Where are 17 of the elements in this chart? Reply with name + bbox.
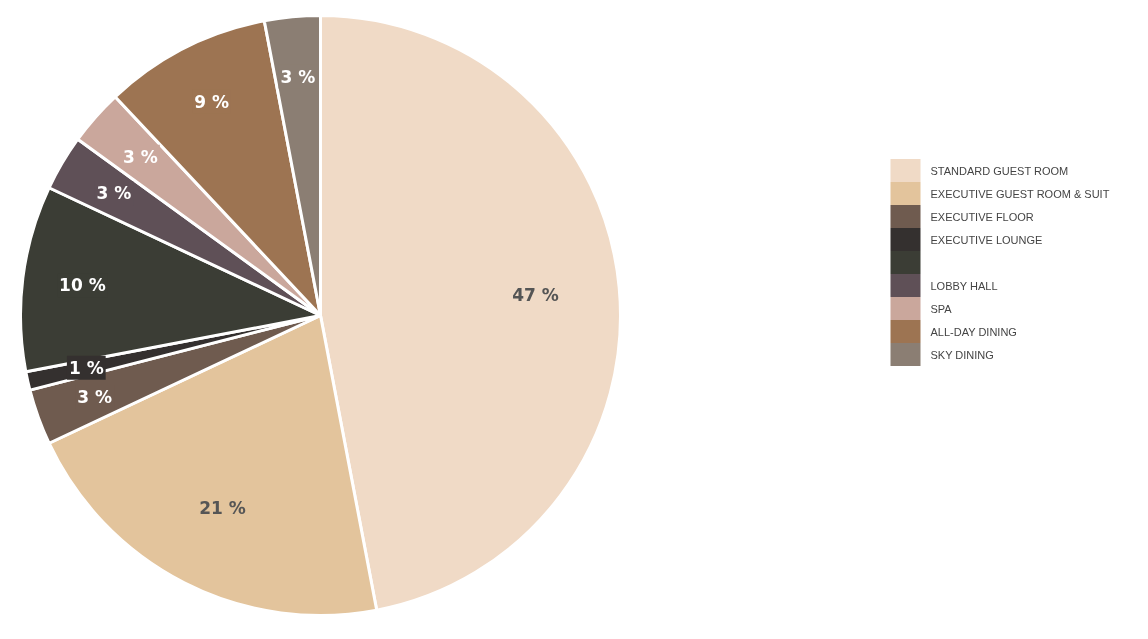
legend-label: SPA — [930, 302, 953, 315]
legend-label: STANDARD GUEST ROOM — [930, 164, 1069, 177]
data-label: 10 % — [59, 275, 106, 296]
legend-label: LOBBY HALL — [930, 279, 998, 292]
data-label: 3 % — [96, 183, 132, 204]
data-label: 3 % — [280, 66, 316, 87]
data-label: 21 % — [199, 497, 246, 518]
legend-label: EXECUTIVE GUEST ROOM & SUIT — [930, 187, 1110, 200]
legend-label: EXECUTIVE FLOOR — [930, 210, 1034, 223]
legend-label: SKY DINING — [930, 348, 994, 361]
legend-label: EXECUTIVE LOUNGE — [930, 233, 1043, 246]
data-label: 9 % — [194, 91, 229, 112]
data-label: 3 % — [77, 386, 113, 407]
legend-label: ALL-DAY DINING — [930, 325, 1017, 338]
data-label: 1 % — [68, 357, 104, 378]
data-label: 3 % — [123, 146, 158, 167]
data-label: 47 % — [512, 285, 559, 306]
